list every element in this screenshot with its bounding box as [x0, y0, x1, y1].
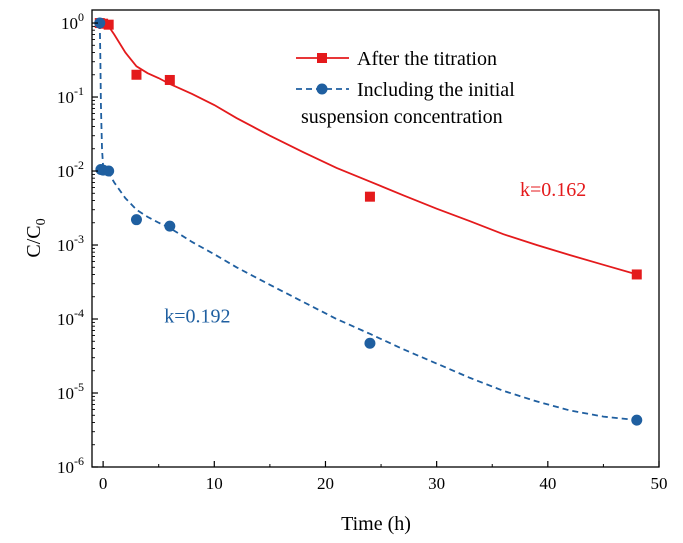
data-point-square: [631, 269, 642, 280]
y-tick-label: 10-1: [57, 84, 84, 107]
x-tick-label: 10: [206, 474, 223, 493]
y-tick-exponent: -1: [74, 84, 84, 98]
plot-frame: [91, 9, 660, 468]
y-tick-exponent: -3: [74, 232, 84, 246]
y-tick-base: 10: [61, 14, 78, 33]
legend-label-after-titration: After the titration: [357, 48, 497, 70]
y-tick-exponent: 0: [78, 10, 84, 24]
y-tick-base: 10: [57, 458, 74, 477]
legend: After the titration Including the initia…: [296, 48, 515, 128]
y-tick-base: 10: [57, 88, 74, 107]
x-tick-label: 50: [651, 474, 668, 493]
y-tick-exponent: -6: [74, 454, 84, 468]
y-tick-label: 10-2: [57, 158, 84, 181]
data-point-circle: [103, 165, 115, 177]
y-axis-title: C/C0: [23, 218, 49, 257]
y-axis-title-main: C/C: [23, 225, 45, 257]
y-tick-exponent: -2: [74, 158, 84, 172]
legend-marker-circle: [316, 83, 328, 95]
x-tick-label: 40: [539, 474, 556, 493]
y-tick-label: 100: [61, 10, 84, 33]
data-point-square: [131, 69, 142, 80]
legend-marker-square: [317, 53, 327, 63]
series-lines: [98, 22, 638, 422]
x-tick-label: 0: [99, 474, 108, 493]
y-tick-label: 10-6: [57, 454, 84, 477]
y-tick-label: 10-4: [57, 306, 84, 329]
data-point-circle: [631, 414, 643, 426]
series-markers: [94, 17, 643, 426]
annotation-k-blue: k=0.192: [164, 305, 230, 327]
y-axis-title-sub: 0: [34, 218, 49, 225]
data-point-circle: [364, 337, 376, 349]
x-axis-title: Time (h): [341, 513, 411, 535]
data-point-circle: [130, 214, 142, 226]
data-point-circle: [164, 220, 176, 232]
y-tick-label: 10-3: [57, 232, 84, 255]
data-point-square: [103, 19, 114, 30]
x-tick-label: 30: [428, 474, 445, 493]
data-point-square: [164, 74, 175, 85]
annotation-k-red: k=0.162: [520, 179, 586, 201]
y-tick-exponent: -5: [74, 380, 84, 394]
y-tick-exponent: -4: [74, 306, 84, 320]
y-tick-base: 10: [57, 236, 74, 255]
legend-label-suspension-concentration: suspension concentration: [301, 106, 503, 128]
y-tick-base: 10: [57, 310, 74, 329]
series-fit-line-1: [102, 22, 638, 276]
legend-label-including-initial: Including the initial: [357, 79, 515, 101]
data-point-circle: [94, 17, 106, 29]
x-tick-label: 20: [317, 474, 334, 493]
y-tick-label: 10-5: [57, 380, 84, 403]
data-point-square: [364, 191, 375, 202]
y-tick-base: 10: [57, 384, 74, 403]
y-tick-base: 10: [57, 162, 74, 181]
